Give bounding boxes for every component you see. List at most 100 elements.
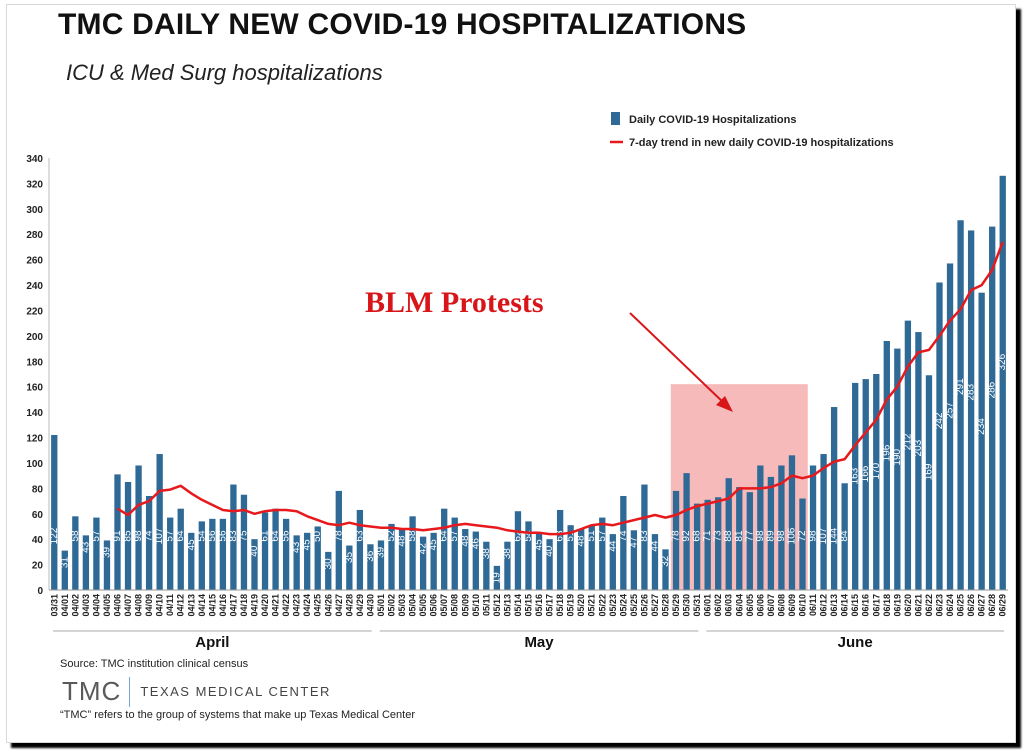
x-tick-label: 05/27 [650, 594, 660, 617]
bar [251, 539, 258, 590]
data-label: 63 [555, 530, 566, 542]
data-label: 51 [565, 530, 576, 542]
data-label: 64 [439, 530, 450, 542]
data-label: 81 [734, 530, 745, 542]
annotation-text: BLM Protests [365, 286, 544, 319]
data-label: 98 [776, 530, 787, 542]
y-tick-label: 200 [26, 332, 43, 343]
bar [304, 532, 311, 590]
bar [419, 536, 427, 590]
x-tick-label: 04/20 [260, 594, 270, 617]
x-tick-label: 04/23 [292, 594, 302, 617]
bar [578, 529, 585, 590]
bar [472, 531, 479, 590]
bar [356, 509, 364, 590]
data-label: 57 [597, 530, 608, 542]
x-tick-label: 05/23 [608, 594, 618, 617]
x-tick-label: 05/06 [429, 594, 439, 617]
bar [683, 473, 690, 590]
logo-mark: TMC [62, 676, 122, 706]
x-tick-label: 06/06 [755, 594, 765, 617]
data-label: 54 [523, 530, 534, 542]
data-label: 57 [91, 530, 102, 542]
x-tick-label: 05/11 [481, 594, 491, 616]
bar [409, 516, 416, 590]
x-tick-label: 06/22 [924, 594, 934, 617]
x-tick-label: 05/18 [555, 594, 565, 617]
x-tick-label: 06/19 [892, 594, 902, 617]
data-label: 242 [934, 412, 945, 429]
bar [325, 551, 332, 590]
data-label: 54 [196, 530, 207, 542]
x-tick-label: 04/14 [197, 594, 207, 617]
bar [388, 523, 395, 590]
month-label: June [838, 634, 873, 651]
data-label: 38 [502, 548, 513, 560]
x-tick-label: 04/16 [218, 594, 228, 617]
x-tick-label: 06/15 [850, 594, 860, 617]
y-tick-label: 100 [26, 459, 43, 470]
bar [272, 508, 279, 590]
data-label: 45 [534, 539, 545, 551]
data-label: 58 [407, 530, 418, 542]
bar [567, 525, 574, 590]
data-label: 98 [808, 530, 819, 542]
y-tick-label: 0 [37, 586, 43, 597]
x-tick-label: 04/01 [60, 594, 70, 617]
x-tick-label: 04/03 [81, 594, 91, 617]
y-tick-label: 220 [26, 306, 43, 317]
x-tick-label: 04/28 [344, 594, 354, 617]
data-label: 44 [649, 540, 660, 552]
x-tick-label: 04/13 [186, 594, 196, 617]
data-label: 32 [660, 555, 671, 567]
annotation-arrow-head [716, 396, 733, 412]
bar [177, 508, 184, 590]
x-tick-label: 05/21 [587, 594, 597, 617]
x-tick-label: 04/19 [250, 594, 260, 617]
x-tick-label: 04/30 [365, 594, 375, 617]
x-tick-label: 05/01 [376, 594, 386, 617]
data-label: 190 [892, 448, 903, 465]
data-label: 85 [123, 530, 134, 542]
data-label: 72 [797, 530, 808, 542]
data-label: 40 [249, 545, 260, 557]
legend-bar-swatch [611, 112, 620, 125]
bar [830, 407, 838, 590]
data-label: 283 [966, 383, 977, 400]
x-tick-label: 05/07 [439, 594, 449, 617]
bar [651, 534, 659, 590]
x-tick-label: 06/01 [703, 594, 713, 617]
y-tick-label: 180 [26, 357, 43, 368]
x-tick-label: 06/21 [913, 594, 923, 617]
bar [989, 226, 996, 591]
y-tick-label: 60 [32, 510, 44, 521]
x-tick-label: 06/12 [819, 594, 829, 617]
x-tick-label: 05/28 [661, 594, 671, 617]
bar [430, 532, 437, 590]
logo-name: TEXAS MEDICAL CENTER [140, 684, 331, 699]
data-label: 50 [312, 530, 323, 542]
bar [757, 465, 764, 590]
bar [915, 332, 922, 590]
legend-line-label: 7-day trend in new daily COVID-19 hospit… [629, 137, 894, 149]
source-note: Source: TMC institution clinical census [60, 658, 249, 670]
x-tick-label: 06/10 [798, 594, 808, 617]
x-tick-label: 04/10 [155, 594, 165, 617]
bar [693, 503, 701, 590]
footnote: “TMC” refers to the group of systems tha… [60, 709, 415, 721]
x-tick-label: 05/19 [566, 594, 576, 617]
data-label: 48 [460, 535, 471, 547]
data-label: 64 [270, 530, 281, 542]
data-label: 170 [871, 462, 882, 479]
data-label: 56 [207, 530, 218, 542]
bar [715, 497, 722, 590]
x-tick-label: 04/24 [302, 594, 312, 617]
bar [93, 517, 100, 590]
data-label: 212 [902, 433, 913, 450]
x-tick-label: 06/27 [977, 594, 987, 617]
legend-bar-label: Daily COVID-19 Hospitalizations [629, 114, 796, 126]
month-label: May [524, 634, 554, 651]
x-tick-label: 06/28 [987, 594, 997, 617]
data-label: 169 [923, 463, 934, 480]
